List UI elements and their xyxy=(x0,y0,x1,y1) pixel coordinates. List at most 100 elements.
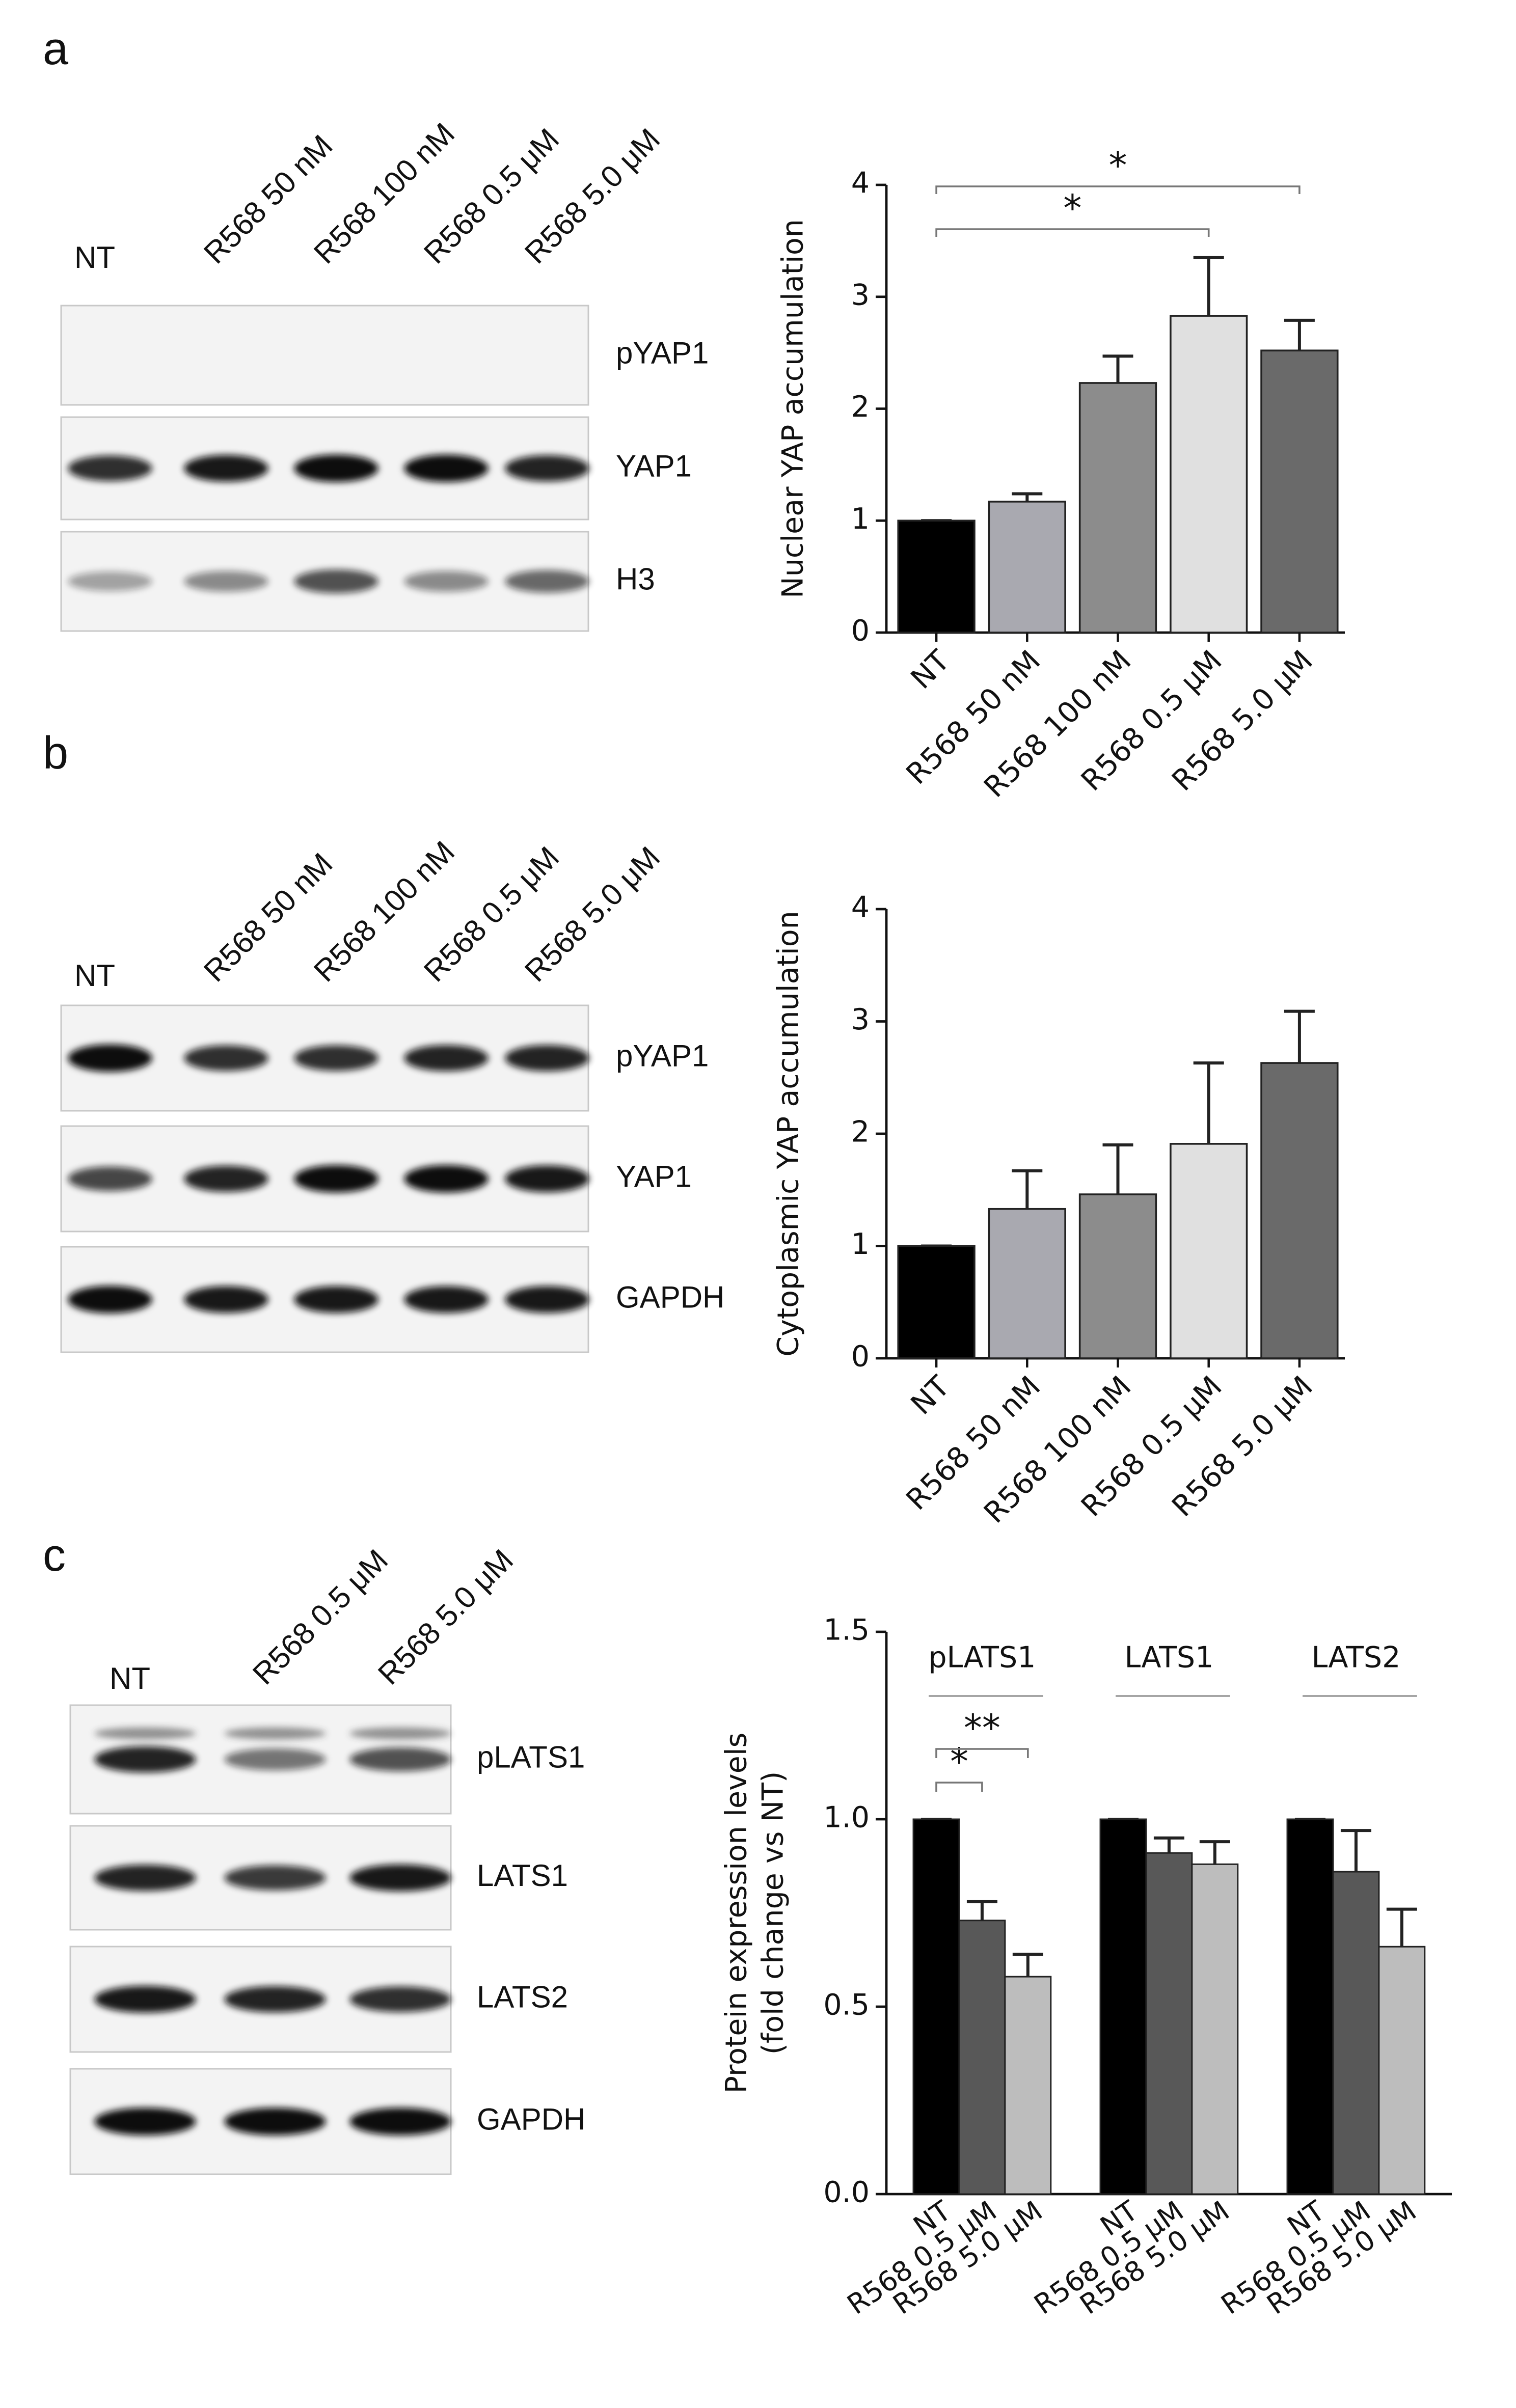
blot-band xyxy=(94,1746,196,1773)
error-bar xyxy=(1340,1829,1371,1872)
error-bar xyxy=(1193,1061,1224,1144)
y-tick-label: 2 xyxy=(851,390,870,424)
error-bar xyxy=(966,1900,997,1921)
blot-band xyxy=(184,1045,268,1071)
bar xyxy=(1078,382,1157,634)
bar xyxy=(958,1920,1006,2195)
bar xyxy=(1170,315,1248,634)
blot-band xyxy=(68,1285,152,1314)
blot-band xyxy=(404,454,489,482)
error-bar xyxy=(1012,492,1043,502)
blot-band xyxy=(224,1865,326,1891)
blot-band xyxy=(224,2108,326,2136)
y-tick-label: 0 xyxy=(851,1340,870,1374)
error-bar xyxy=(1193,256,1224,316)
blot-band xyxy=(505,1045,589,1072)
blot-band xyxy=(505,570,589,593)
band-label: H3 xyxy=(616,562,655,596)
band-label: YAP1 xyxy=(616,449,692,483)
band-label: pYAP1 xyxy=(616,336,709,370)
bar xyxy=(897,1245,976,1359)
band-label: pYAP1 xyxy=(616,1038,709,1073)
y-tick-label: 1.0 xyxy=(823,1801,870,1835)
lane-label: R568 0.5 μM xyxy=(246,1543,394,1691)
error-bar xyxy=(1012,1952,1043,1977)
error-bar xyxy=(1284,318,1315,351)
blot-band xyxy=(404,1045,489,1072)
y-tick-label: 4 xyxy=(851,167,870,200)
blot-band xyxy=(68,1044,152,1072)
bar xyxy=(1332,1871,1380,2195)
bar xyxy=(897,519,976,634)
bar xyxy=(988,1208,1066,1359)
band-label: pLATS1 xyxy=(477,1740,585,1774)
panel-label: b xyxy=(43,728,68,779)
y-tick-label: 0.5 xyxy=(823,1988,870,2022)
x-tick-label: NT xyxy=(905,644,957,696)
y-axis-label: Nuclear YAP accumulation xyxy=(776,219,810,598)
blot-band xyxy=(404,1165,489,1193)
blot-band xyxy=(224,1727,326,1740)
error-bar xyxy=(1102,1143,1133,1195)
blot-band xyxy=(184,1165,268,1192)
significance-label: * xyxy=(1109,144,1127,187)
bar xyxy=(1260,1062,1339,1359)
blot-band xyxy=(184,1286,268,1313)
blot-band xyxy=(294,454,378,482)
blot-band xyxy=(68,455,152,481)
blot-band xyxy=(68,1166,152,1191)
bar xyxy=(988,501,1066,634)
blot-band xyxy=(294,1045,378,1071)
blot-band xyxy=(349,1727,451,1740)
y-tick-label: 1 xyxy=(851,1227,870,1261)
x-tick-label: NT xyxy=(905,1370,957,1421)
bar xyxy=(1191,1863,1239,2195)
blot-band xyxy=(184,455,268,482)
error-bar xyxy=(1102,354,1133,383)
blot-band xyxy=(224,1748,326,1771)
y-axis-label: Cytoplasmic YAP accumulation xyxy=(772,911,805,1356)
blot-band xyxy=(349,1864,451,1892)
blot-band xyxy=(294,1286,378,1313)
bar xyxy=(1078,1193,1157,1359)
lane-label: R568 5.0 μM xyxy=(371,1543,520,1691)
bar xyxy=(1004,1976,1052,2195)
blot-band xyxy=(505,1165,589,1192)
lane-label: NT xyxy=(74,959,115,993)
blot-panel xyxy=(60,305,589,406)
group-label: LATS2 xyxy=(1311,1641,1400,1675)
error-bar xyxy=(1012,1169,1043,1209)
y-tick-label: 3 xyxy=(851,1003,870,1036)
significance-label: * xyxy=(950,1740,968,1783)
y-tick-label: 1 xyxy=(851,502,870,536)
error-bar xyxy=(1284,1009,1315,1063)
blot-band xyxy=(505,455,589,482)
bar xyxy=(1170,1143,1248,1359)
blot-band xyxy=(94,1865,196,1891)
panel-label: c xyxy=(43,1530,66,1581)
blot-band xyxy=(349,1747,451,1771)
blot-band xyxy=(94,1986,196,2013)
blot-band xyxy=(94,2108,196,2136)
y-tick-label: 2 xyxy=(851,1115,870,1149)
blot-band xyxy=(94,1727,196,1740)
bar xyxy=(1378,1946,1426,2195)
significance-bracket xyxy=(935,185,1301,194)
blot-band xyxy=(404,571,489,592)
error-bar xyxy=(1199,1840,1230,1865)
significance-bracket xyxy=(935,1782,983,1792)
panel-label: a xyxy=(43,23,69,74)
blot-band xyxy=(349,2108,451,2136)
bar xyxy=(1145,1852,1193,2195)
bar xyxy=(1286,1818,1334,2195)
y-tick-label: 0 xyxy=(851,614,870,648)
significance-label: ** xyxy=(964,1707,1000,1749)
bar xyxy=(1260,349,1339,634)
band-label: YAP1 xyxy=(616,1159,692,1193)
y-tick-label: 3 xyxy=(851,278,870,312)
blot-band xyxy=(68,571,152,591)
blot-band xyxy=(294,1165,378,1193)
bar xyxy=(912,1818,960,2195)
group-label: pLATS1 xyxy=(928,1641,1036,1675)
